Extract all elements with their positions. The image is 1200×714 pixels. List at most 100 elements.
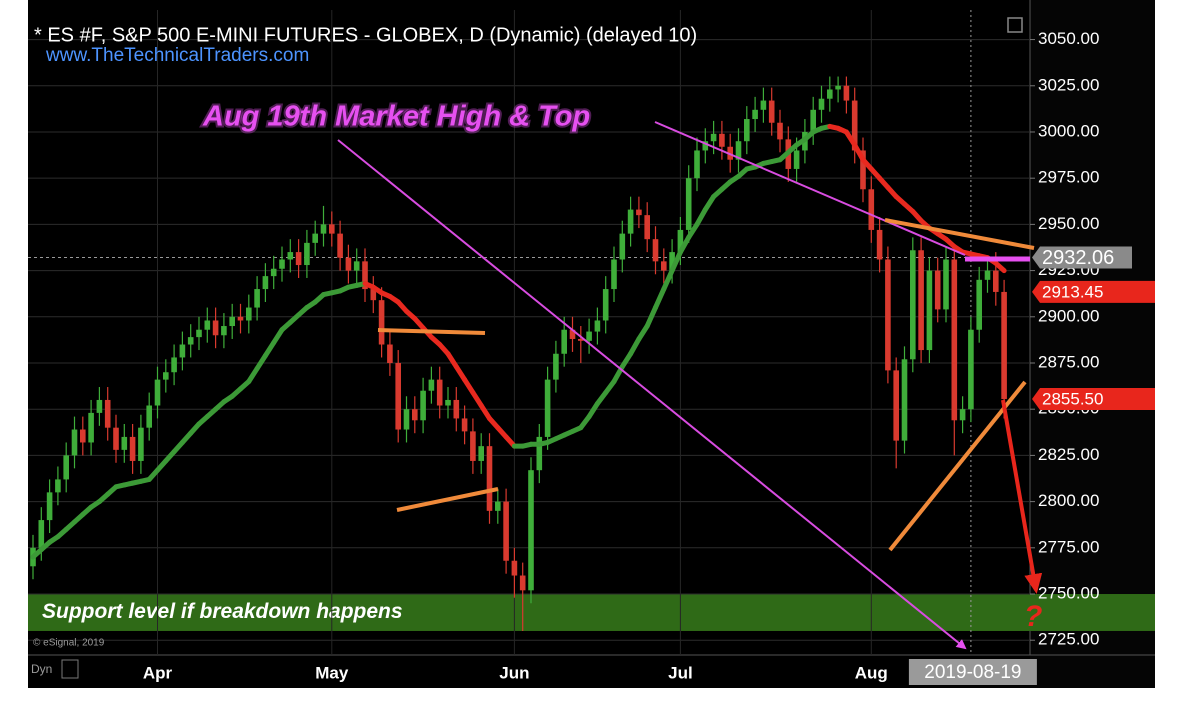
candle-body [279,259,285,269]
price-label-box [1032,280,1155,303]
candle-body [395,362,401,430]
mode-label: Dyn [31,662,52,676]
cursor-date-box [908,659,1037,685]
candle-body [602,289,609,321]
moving-average-segment [246,366,260,384]
candle-body [312,233,318,243]
candle-body [370,289,377,301]
y-tick-label: 2775.00 [1038,537,1099,556]
candle-body [611,259,617,290]
candle-body [270,268,277,277]
candle-body [254,289,260,308]
candle-body [710,133,717,142]
moving-average-segment [677,234,692,255]
moving-average-segment [852,142,866,163]
candle-body [362,261,368,290]
candle-body [38,520,45,548]
candle-body [702,141,709,151]
candle-body [860,150,866,190]
x-tick-label: Jul [668,663,693,682]
candle-body [436,379,443,406]
candle-body [403,409,410,430]
moving-average-segment [619,351,634,370]
moving-average-segment [653,286,667,311]
channel-line [377,328,486,335]
x-tick-label: Jun [499,663,529,682]
candle-body [295,252,302,266]
candle-body [943,259,949,310]
candle-body [221,326,227,336]
candle-body [287,252,294,260]
y-tick-label: 2900.00 [1038,306,1099,325]
candle-body [445,399,451,406]
breakdown-arrow [1001,399,1043,594]
candle-body [586,331,592,341]
candle-body [470,431,476,461]
candle-body [229,316,235,327]
candle-body [735,141,742,160]
candle-body [63,455,69,480]
price-label-box [1032,388,1155,411]
moving-average-segment [661,268,675,292]
moving-average-segment [462,377,476,396]
y-tick-label: 2800.00 [1038,491,1099,510]
candle-body [519,575,526,591]
moving-average-segment [993,260,1007,274]
candle-body [561,329,567,354]
candle-body [329,224,335,234]
candle-body [636,209,642,216]
moving-average-segment [636,323,650,342]
candle-body [345,257,352,271]
candle-body [196,329,202,338]
candle-body [569,329,576,339]
candle-body [163,372,169,380]
question-mark: ? [1024,600,1042,633]
candle-body [154,379,161,406]
candle-body [1001,291,1007,400]
candle-body [644,215,650,240]
candle-body [528,470,534,591]
chart-title: * ES #F, S&P 500 E-MINI FUTURES - GLOBEX… [34,24,697,46]
candle-body [337,233,343,258]
candle-body [951,259,958,421]
moving-average-segment [271,327,285,346]
candle-body [212,320,219,336]
candle-body [818,98,825,110]
candle-body [810,109,816,132]
candle-body [669,252,675,271]
y-tick-label: 2825.00 [1038,445,1099,464]
y-tick-label: 3050.00 [1038,29,1099,48]
window-icon [1007,17,1023,33]
candle-body [138,427,144,461]
candle-body [553,353,559,380]
candle-body [146,405,152,428]
moving-average-segment [445,351,459,370]
price-label-box [1032,246,1132,269]
candle-body [885,259,891,371]
candle-body [661,261,667,271]
moving-average-segment [694,207,708,227]
x-tick-label: May [315,663,349,682]
candle-body [179,344,186,358]
y-tick-label: 3025.00 [1038,75,1099,94]
candle-body [246,307,252,321]
candle-body [901,359,908,441]
chart-subtitle: www.TheTechnicalTraders.com [45,45,309,66]
moving-average-segment [586,401,600,420]
price-label: 2932.06 [1042,247,1114,269]
candle-body [495,501,501,511]
candle-body [88,412,94,443]
candle-body [768,100,775,123]
candle-body [262,276,269,290]
support-zone [28,594,1155,631]
headline: Aug 19th Market High & Top [202,101,590,133]
candle-body [80,429,86,443]
moving-average-segment [669,249,683,274]
candle-body [171,357,177,373]
candle-body [204,320,211,330]
candle-body [619,233,626,260]
candle-body [744,119,750,142]
support-label: Support level if breakdown happens [42,600,403,623]
candle-body [412,409,418,421]
